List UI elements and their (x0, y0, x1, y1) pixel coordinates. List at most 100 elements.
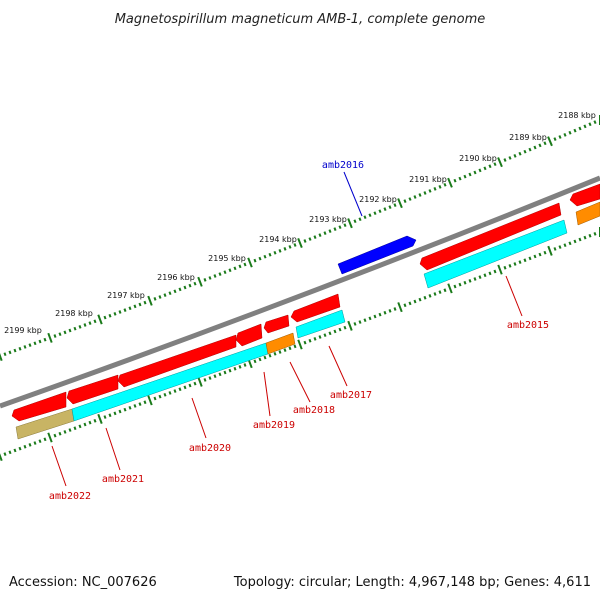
lower-ruler-tick (573, 239, 577, 244)
upper-ruler-tick (388, 205, 392, 210)
lower-ruler-tick (558, 245, 562, 249)
lower-ruler-tick (223, 370, 227, 375)
cds-offscreen (569, 183, 600, 207)
upper-ruler-tick (43, 337, 47, 342)
lower-ruler-tick (203, 378, 207, 382)
upper-ruler-tick (333, 227, 337, 232)
upper-ruler-tick (568, 130, 572, 135)
upper-ruler-tick (308, 237, 312, 241)
label-amb2018: amb2018 (293, 405, 335, 416)
label-amb2017: amb2017 (330, 390, 372, 401)
tick-label-2195: 2195 kbp (208, 254, 246, 263)
upper-ruler-tick (528, 147, 532, 152)
lower-ruler-tick (578, 237, 582, 242)
lower-ruler-tick (568, 241, 572, 246)
lower-ruler-tick (53, 433, 57, 438)
lower-ruler-tick (493, 269, 497, 274)
lower-ruler-tick (588, 233, 592, 238)
lower-ruler-tick (413, 299, 417, 304)
lower-ruler-tick (93, 418, 97, 423)
lower-ruler-tick (513, 262, 517, 266)
lower-ruler-tick (347, 320, 353, 331)
topology-text: Topology: circular; Length: 4,967,148 bp… (233, 575, 591, 590)
map-title: Magnetospirillum magneticum AMB-1, compl… (115, 12, 486, 27)
gene-labels: amb2015 amb2016 amb2017 amb2018 amb2019 … (49, 160, 549, 502)
upper-ruler-tick (468, 172, 472, 177)
lower-ruler-tick (453, 284, 457, 289)
upper-ruler-tick (63, 330, 67, 335)
upper-ruler-tick (288, 245, 292, 249)
lower-ruler-tick (503, 265, 507, 270)
upper-ruler-tick (33, 341, 37, 346)
cds-amb2015 (419, 202, 562, 271)
lower-ruler-tick (318, 335, 322, 339)
leader-amb2019 (263, 371, 271, 417)
lower-ruler-tick (438, 290, 442, 294)
leader-amb2021 (105, 427, 121, 471)
upper-ruler-tick (443, 182, 447, 187)
lower-ruler-tick (13, 448, 17, 453)
upper-ruler-tick (0, 353, 3, 362)
upper-ruler-tick (97, 314, 103, 325)
lower-ruler-tick (408, 301, 412, 306)
lower-ruler-tick (83, 422, 87, 427)
cds-amb2018 (263, 314, 290, 334)
lower-ruler-tick (278, 350, 282, 354)
upper-ruler-tick (358, 217, 362, 222)
upper-ruler-tick (383, 207, 387, 212)
lower-ruler-tick (253, 359, 257, 364)
upper-ruler-tick (428, 189, 432, 193)
upper-ruler-tick (53, 334, 57, 338)
lower-ruler-tick (68, 428, 72, 432)
lower-ruler-tick (28, 443, 32, 447)
label-amb2015: amb2015 (507, 320, 549, 331)
upper-ruler-tick (108, 313, 112, 318)
lower-ruler-tick (23, 444, 27, 449)
upper-ruler-tick (297, 237, 303, 249)
upper-ruler-tick (543, 141, 547, 146)
upper-ruler-tick (433, 187, 437, 191)
upper-ruler-tick (303, 239, 307, 243)
upper-ruler-tick (538, 143, 542, 148)
upper-ruler-tick (158, 295, 162, 299)
genome-backbone (0, 175, 600, 409)
upper-ruler-tick (243, 262, 247, 267)
lower-ruler-tick (158, 394, 162, 399)
upper-ruler-tick (573, 128, 577, 133)
tick-label-2199: 2199 kbp (4, 326, 42, 335)
upper-ruler-tick (418, 193, 422, 197)
label-amb2016: amb2016 (322, 160, 364, 171)
upper-ruler-tick (188, 283, 192, 288)
lower-ruler-tick (258, 357, 262, 362)
lower-ruler-tick (213, 374, 217, 379)
upper-ruler-tick (147, 295, 153, 306)
lower-ruler (0, 227, 600, 462)
upper-ruler-tick (378, 209, 382, 214)
lower-ruler-tick (378, 312, 382, 317)
upper-ruler-tick (78, 324, 82, 329)
upper-ruler-tick (83, 323, 87, 327)
gene-amb2018 (265, 332, 296, 355)
upper-ruler-tick (343, 223, 347, 228)
lower-ruler-tick (373, 314, 377, 319)
gene-track (15, 201, 600, 440)
leader-amb2022 (51, 445, 67, 487)
upper-ruler-tick (38, 339, 42, 344)
upper-ruler-tick (178, 287, 182, 292)
upper-ruler-tick (228, 268, 232, 273)
upper-ruler-tick (497, 157, 503, 168)
upper-ruler-tick (223, 270, 227, 275)
cds-amb2021 (66, 374, 119, 405)
upper-ruler-tick (413, 195, 417, 199)
tick-label-2193: 2193 kbp (309, 215, 347, 224)
upper-ruler-tick (273, 250, 277, 255)
lower-ruler-tick (218, 372, 222, 377)
lower-ruler-tick (143, 400, 147, 405)
upper-ruler-tick (173, 289, 177, 294)
gene-amb2017 (295, 309, 346, 339)
upper-ruler-tick (168, 291, 172, 296)
lower-ruler-tick (533, 254, 537, 259)
upper-ruler-tick (458, 176, 462, 181)
upper-ruler-tick (203, 278, 207, 282)
